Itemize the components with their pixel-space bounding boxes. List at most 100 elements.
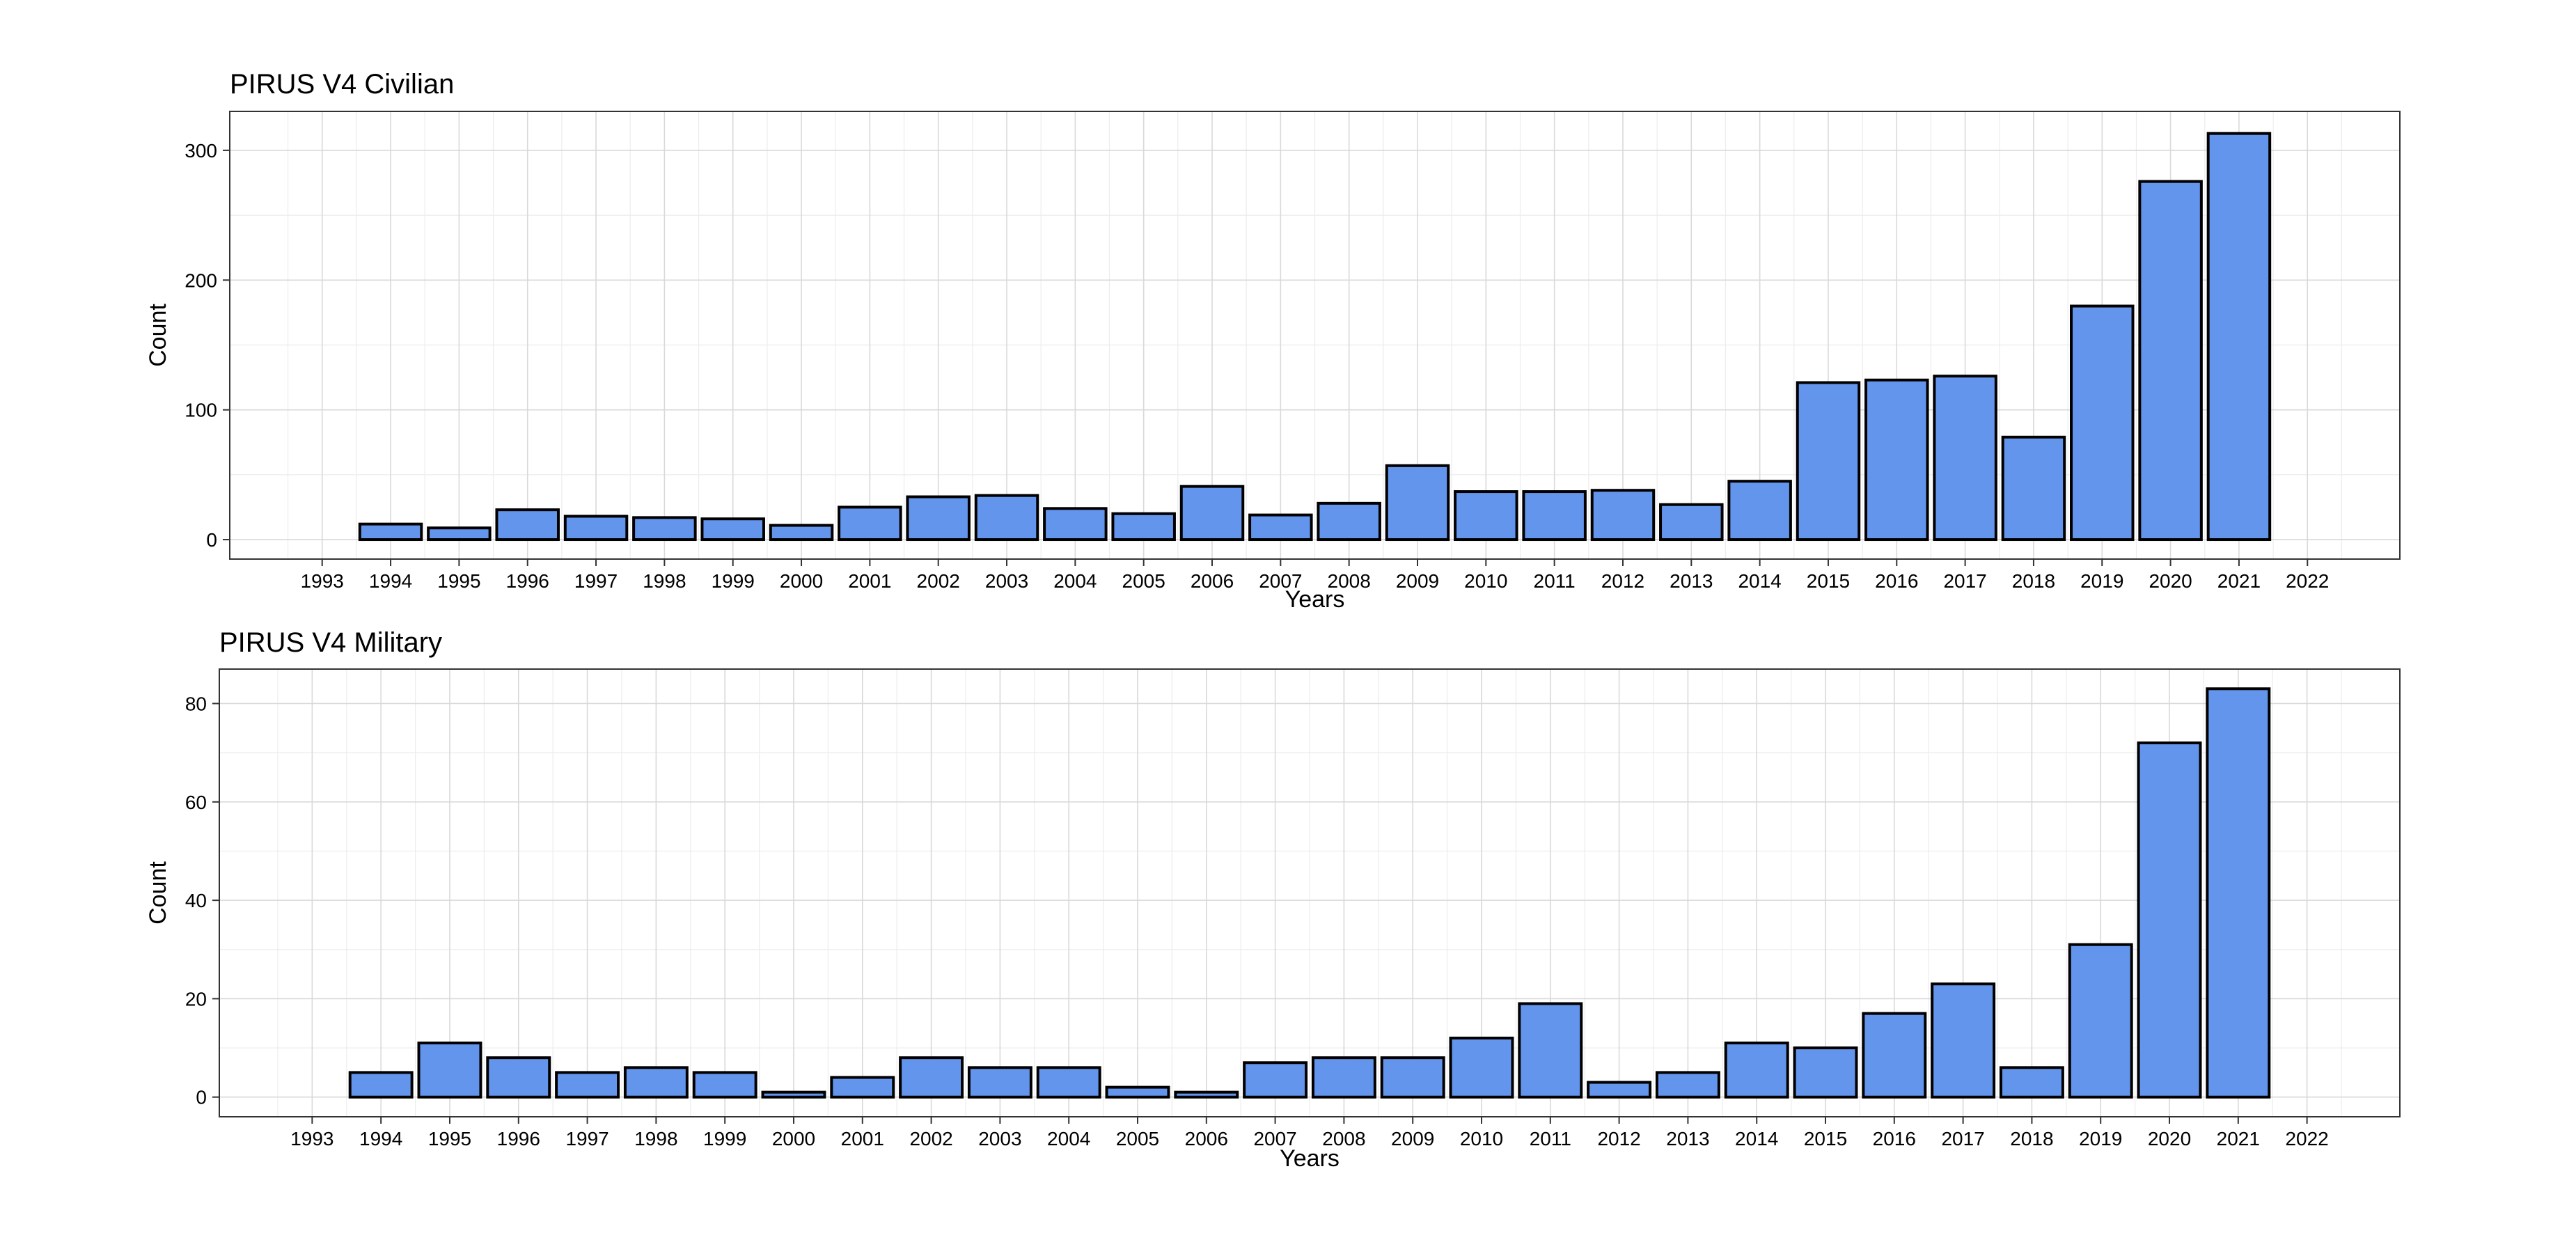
bar-2011 — [1522, 490, 1587, 542]
bar-2020 — [2137, 741, 2202, 1099]
bar-2010 — [1449, 1036, 1514, 1099]
x-tick-label: 2000 — [772, 1128, 815, 1149]
bar-2017 — [1933, 375, 1997, 542]
x-tick-label: 2017 — [1943, 570, 1986, 592]
x-tick-label: 1996 — [497, 1128, 540, 1149]
bar-2001 — [830, 1076, 895, 1099]
y-tick-label: 80 — [185, 693, 207, 714]
x-tick-label: 2017 — [1941, 1128, 1984, 1149]
bar-2004 — [1036, 1066, 1101, 1099]
x-tick-label: 2010 — [1464, 570, 1507, 592]
y-tick-label: 60 — [185, 792, 207, 813]
x-axis-label: Years — [1285, 586, 1345, 613]
bar-2000 — [769, 524, 834, 542]
bar-2020 — [2138, 180, 2203, 542]
x-tick-label: 2016 — [1873, 1128, 1916, 1149]
bar-2005 — [1105, 1085, 1170, 1099]
y-axis-label: Count — [145, 861, 171, 925]
bar-2002 — [899, 1056, 964, 1099]
x-tick-label: 2006 — [1185, 1128, 1228, 1149]
x-tick-label: 2003 — [978, 1128, 1021, 1149]
bar-2003 — [967, 1066, 1032, 1099]
bar-2006 — [1174, 1090, 1239, 1099]
x-tick-label: 2002 — [909, 1128, 952, 1149]
y-tick-label: 0 — [206, 529, 217, 551]
x-tick-label: 2009 — [1391, 1128, 1434, 1149]
y-tick-label: 100 — [184, 400, 217, 421]
bar-2015 — [1793, 1046, 1858, 1099]
x-tick-label: 2006 — [1191, 570, 1234, 592]
bar-1998 — [632, 516, 697, 542]
x-tick-label: 2018 — [2012, 570, 2055, 592]
bar-2021 — [2206, 687, 2271, 1099]
y-tick-label: 20 — [185, 988, 207, 1010]
x-tick-label: 2019 — [2080, 570, 2123, 592]
bar-2017 — [1931, 982, 1996, 1099]
x-tick-label: 2010 — [1460, 1128, 1503, 1149]
bar-1995 — [427, 526, 492, 542]
x-tick-label: 1995 — [428, 1128, 471, 1149]
x-tick-label: 2001 — [848, 570, 891, 592]
bar-2012 — [1587, 1081, 1652, 1099]
bar-2019 — [2068, 943, 2133, 1099]
x-tick-label: 2008 — [1328, 570, 1371, 592]
x-tick-label: 2019 — [2079, 1128, 2122, 1149]
bar-1996 — [495, 508, 560, 542]
x-tick-label: 2022 — [2286, 570, 2329, 592]
bar-2007 — [1248, 513, 1313, 542]
bar-2000 — [761, 1090, 826, 1099]
y-tick-label: 0 — [196, 1087, 207, 1108]
bar-2014 — [1724, 1042, 1789, 1099]
x-tick-label: 2013 — [1666, 1128, 1709, 1149]
bar-2001 — [838, 505, 902, 542]
bar-1998 — [623, 1066, 689, 1099]
x-tick-label: 2012 — [1597, 1128, 1640, 1149]
bar-1997 — [563, 515, 629, 542]
bar-1994 — [358, 522, 423, 542]
x-tick-label: 2003 — [985, 570, 1028, 592]
bar-2009 — [1385, 464, 1450, 542]
x-tick-label: 2007 — [1253, 1128, 1296, 1149]
x-tick-label: 1994 — [369, 570, 412, 592]
y-axis-label: Count — [145, 304, 171, 367]
bar-2003 — [974, 494, 1039, 542]
x-tick-label: 2015 — [1807, 570, 1850, 592]
x-tick-label: 2000 — [780, 570, 823, 592]
bar-2008 — [1311, 1056, 1376, 1099]
bar-2008 — [1317, 501, 1381, 542]
x-tick-label: 2020 — [2149, 570, 2192, 592]
bar-2002 — [906, 495, 971, 542]
x-tick-label: 2014 — [1738, 570, 1781, 592]
x-tick-label: 1999 — [712, 570, 755, 592]
chart-panel-2: 1993 1994 1995 1996 1997 1998 1999 2000 2001 2002… — [145, 627, 2401, 1172]
bar-2013 — [1659, 503, 1724, 542]
x-tick-label: 1994 — [359, 1128, 402, 1149]
x-tick-label: 2021 — [2217, 570, 2261, 592]
x-tick-label: 2015 — [1804, 1128, 1847, 1149]
bar-2007 — [1243, 1061, 1308, 1099]
x-tick-label: 1996 — [506, 570, 549, 592]
bar-2013 — [1655, 1071, 1720, 1099]
x-tick-label: 2018 — [2010, 1128, 2053, 1149]
x-tick-label: 2014 — [1735, 1128, 1778, 1149]
x-tick-label: 2007 — [1259, 570, 1302, 592]
bar-1997 — [555, 1071, 620, 1099]
x-tick-label: 2004 — [1047, 1128, 1090, 1149]
bar-2019 — [2070, 304, 2135, 542]
bar-1999 — [692, 1071, 757, 1099]
bar-2004 — [1043, 507, 1108, 542]
x-tick-label: 1993 — [301, 570, 344, 592]
bar-2011 — [1518, 1002, 1583, 1099]
y-tick-label: 40 — [185, 890, 207, 911]
x-tick-label: 1997 — [565, 1128, 608, 1149]
chart-title: PIRUS V4 Civilian — [230, 69, 454, 100]
bar-2005 — [1111, 512, 1176, 542]
x-tick-label: 1998 — [643, 570, 686, 592]
x-tick-label: 2016 — [1875, 570, 1918, 592]
panel-border — [229, 111, 2401, 560]
bar-1994 — [348, 1071, 414, 1099]
bar-2016 — [1864, 378, 1929, 542]
x-tick-label: 2001 — [841, 1128, 884, 1149]
bar-1996 — [486, 1056, 551, 1099]
